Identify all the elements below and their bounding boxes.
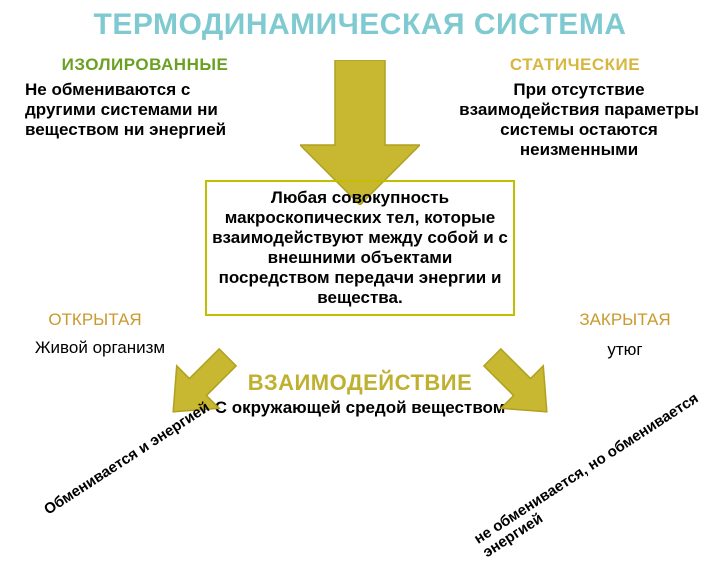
open-example: Живой организм bbox=[20, 338, 180, 358]
center-definition: Любая совокупность макроскопических тел,… bbox=[205, 180, 515, 316]
interaction-sub: С окружающей средой веществом bbox=[0, 398, 720, 418]
static-heading: СТАТИЧЕСКИЕ bbox=[480, 55, 670, 75]
page-title: ТЕРМОДИНАМИЧЕСКАЯ СИСТЕМА bbox=[0, 8, 720, 42]
closed-example: утюг bbox=[560, 340, 690, 360]
interaction-heading: ВЗАИМОДЕЙСТВИЕ bbox=[0, 370, 720, 396]
isolated-body: Не обмениваются с другими системами ни в… bbox=[25, 80, 255, 140]
closed-label: ЗАКРЫТАЯ bbox=[560, 310, 690, 330]
isolated-heading: ИЗОЛИРОВАННЫЕ bbox=[50, 55, 240, 75]
static-body: При отсутствие взаимодействия параметры … bbox=[454, 80, 704, 160]
arrow-right-icon bbox=[465, 330, 565, 430]
open-label: ОТКРЫТАЯ bbox=[30, 310, 160, 330]
